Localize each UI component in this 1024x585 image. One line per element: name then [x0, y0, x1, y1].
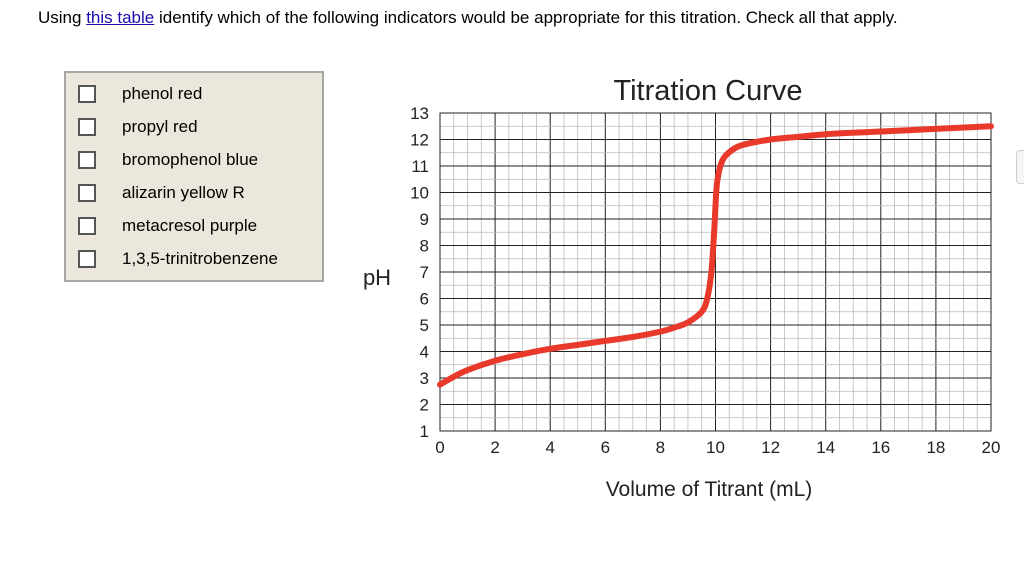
option-label: 1,3,5-trinitrobenzene [122, 249, 278, 268]
x-tick-label: 12 [761, 438, 780, 457]
checkbox[interactable] [78, 85, 96, 103]
y-tick-label: 3 [420, 369, 429, 388]
checkbox[interactable] [78, 217, 96, 235]
x-tick-label: 0 [435, 438, 444, 457]
y-tick-label: 12 [410, 131, 429, 150]
x-tick-label: 6 [601, 438, 610, 457]
x-axis-label: Volume of Titrant (mL) [606, 478, 813, 501]
checkbox[interactable] [78, 184, 96, 202]
y-tick-label: 4 [420, 343, 429, 362]
question-text: Using this table identify which of the f… [38, 8, 978, 27]
checkbox[interactable] [78, 118, 96, 136]
x-tick-labels: 0 2 4 6 8 10 12 14 16 18 20 [435, 438, 1000, 457]
x-tick-label: 18 [926, 438, 945, 457]
checkbox[interactable] [78, 151, 96, 169]
question-prefix: Using [38, 8, 87, 27]
curve-line [437, 123, 994, 388]
y-tick-label: 2 [420, 396, 429, 415]
option-label: metacresol purple [122, 216, 258, 235]
x-tick-label: 14 [816, 438, 835, 457]
y-tick-label: 13 [410, 104, 429, 123]
option-label: phenol red [122, 84, 203, 103]
option-metacresol-purple[interactable]: metacresol purple [78, 214, 257, 238]
plot-frame [439, 112, 992, 432]
option-phenol-red[interactable]: phenol red [78, 82, 202, 106]
option-trinitrobenzene[interactable]: 1,3,5-trinitrobenzene [78, 247, 278, 271]
indicator-options-panel: phenol red propyl red bromophenol blue a… [64, 71, 324, 282]
y-tick-label: 8 [420, 237, 429, 256]
y-tick-label: 11 [411, 157, 429, 176]
option-bromophenol-blue[interactable]: bromophenol blue [78, 148, 258, 172]
question-suffix: identify which of the following indicato… [154, 8, 898, 27]
y-tick-label: 10 [410, 184, 429, 203]
x-tick-label: 2 [490, 438, 499, 457]
checkbox[interactable] [78, 250, 96, 268]
option-propyl-red[interactable]: propyl red [78, 115, 198, 139]
titration-curve [437, 123, 994, 388]
x-tick-label: 10 [706, 438, 725, 457]
chart-title: Titration Curve [613, 75, 802, 107]
this-table-link[interactable]: this table [86, 8, 155, 27]
y-tick-label: 7 [420, 263, 429, 282]
side-panel-tab[interactable] [1016, 150, 1024, 184]
option-label: alizarin yellow R [122, 183, 245, 202]
x-tick-label: 4 [545, 438, 554, 457]
y-axis-label: pH [363, 265, 391, 290]
option-label: bromophenol blue [122, 150, 259, 169]
chart-grid [439, 112, 992, 432]
x-tick-label: 16 [871, 438, 890, 457]
y-tick-label: 5 [420, 316, 429, 335]
option-label: propyl red [122, 117, 198, 136]
option-alizarin-yellow-r[interactable]: alizarin yellow R [78, 181, 245, 205]
x-tick-label: 20 [982, 438, 1001, 457]
x-tick-label: 8 [656, 438, 665, 457]
y-tick-label: 1 [420, 422, 429, 441]
y-tick-label: 9 [420, 210, 429, 229]
y-tick-label: 6 [420, 290, 429, 309]
